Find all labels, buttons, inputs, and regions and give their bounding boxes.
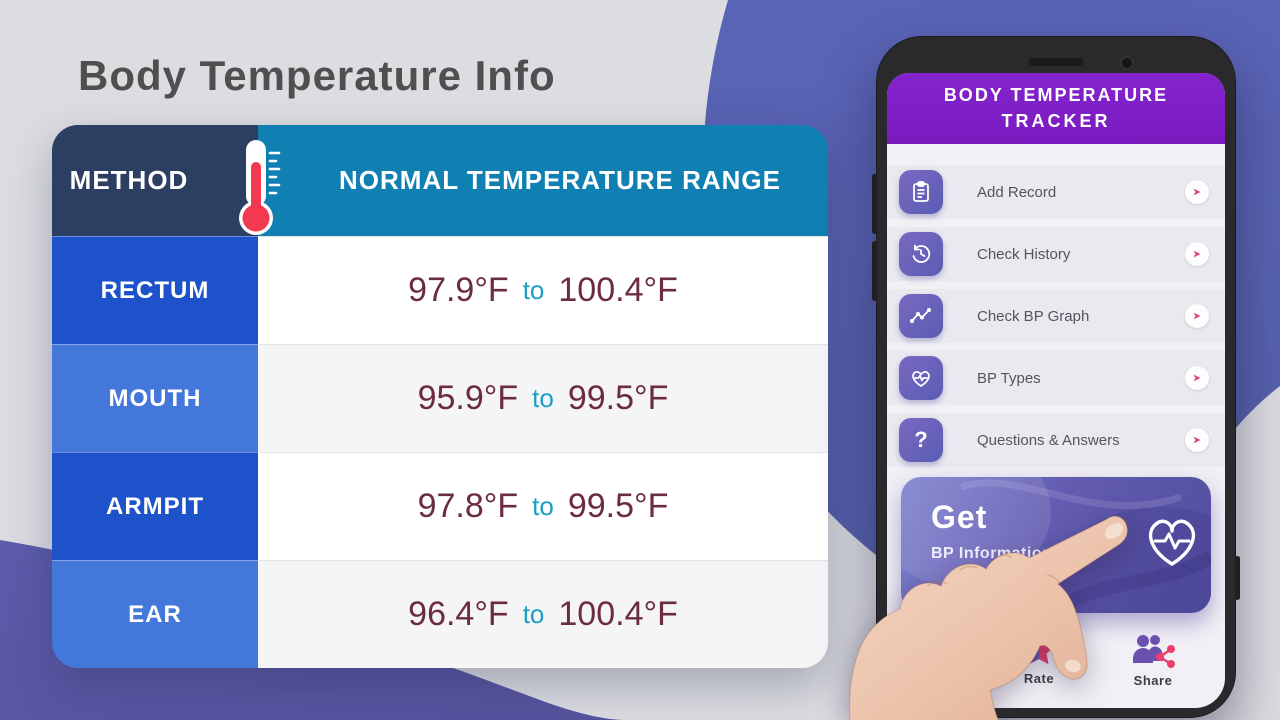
table-row-range-armpit: 97.8°F to 99.5°F [258, 452, 828, 560]
menu-arrow-button[interactable] [1185, 180, 1209, 204]
heart-pulse-icon [899, 356, 943, 400]
app-title-line2: TRACKER [1001, 111, 1111, 131]
menu-arrow-button[interactable] [1185, 304, 1209, 328]
temp-high: 100.4°F [558, 595, 678, 633]
temperature-table: METHOD NORMAL TEMPERATURE RANGE RECTUM 9… [52, 125, 828, 668]
menu-item-label: Questions & Answers [977, 431, 1120, 449]
menu-arrow-button[interactable] [1185, 428, 1209, 452]
thermometer-icon [239, 140, 281, 235]
table-row-range-mouth: 95.9°F to 99.5°F [258, 344, 828, 452]
temp-separator: to [532, 491, 554, 521]
app-header: BODY TEMPERATURE TRACKER [887, 73, 1225, 144]
table-header-range-cell: NORMAL TEMPERATURE RANGE [258, 125, 828, 236]
method-label: RECTUM [100, 276, 210, 304]
method-label: EAR [128, 600, 182, 628]
power-button [1235, 556, 1240, 600]
range-header-label: NORMAL TEMPERATURE RANGE [339, 165, 781, 195]
cta-subtitle: BP Information here [931, 545, 1094, 562]
table-row-method-armpit: ARMPIT [52, 452, 258, 560]
menu-item-check-bp-graph[interactable]: Check BP Graph [887, 289, 1225, 343]
line-graph-icon [899, 294, 943, 338]
cta-title: Get [931, 499, 988, 535]
menu-item-questions-answers[interactable]: ? Questions & Answers [887, 413, 1225, 467]
phone-mockup: BODY TEMPERATURE TRACKER Add Record [872, 36, 1240, 718]
table-header-method-cell: METHOD [52, 125, 258, 236]
temp-low: 95.9°F [417, 379, 519, 417]
table-row-range-rectum: 97.9°F to 100.4°F [258, 236, 828, 344]
clipboard-icon [899, 170, 943, 214]
menu-item-label: Check History [977, 245, 1071, 263]
method-label: ARMPIT [106, 492, 204, 520]
app-screen: BODY TEMPERATURE TRACKER Add Record [887, 73, 1225, 708]
menu-arrow-button[interactable] [1185, 242, 1209, 266]
volume-up-button [872, 174, 877, 234]
table-row-method-mouth: MOUTH [52, 344, 258, 452]
menu-item-label: BP Types [977, 369, 1041, 387]
temp-separator: to [522, 599, 545, 629]
share-icon [1133, 635, 1175, 668]
table-row-method-rectum: RECTUM [52, 236, 258, 344]
temp-high: 100.4°F [558, 271, 678, 309]
rate-button[interactable]: Rate [1003, 633, 1075, 686]
temp-low: 96.4°F [408, 595, 509, 633]
page-title: Body Temperature Info [78, 52, 556, 99]
heart-ecg-icon [1148, 519, 1196, 566]
star-icon [1024, 635, 1054, 664]
temp-low: 97.8°F [417, 487, 519, 525]
phone-speaker [1029, 58, 1083, 66]
share-label: Share [1133, 673, 1173, 688]
phone-camera [1120, 56, 1134, 70]
method-label: MOUTH [108, 384, 202, 412]
app-title-line1: BODY TEMPERATURE [943, 85, 1169, 105]
temp-high: 99.5°F [567, 379, 669, 417]
table-row-method-ear: EAR [52, 560, 258, 668]
volume-down-button [872, 241, 877, 301]
temp-high: 99.5°F [567, 487, 669, 525]
table-row-range-ear: 96.4°F to 100.4°F [258, 560, 828, 668]
temp-separator: to [522, 275, 545, 305]
menu-item-check-history[interactable]: Check History [887, 227, 1225, 281]
share-button[interactable]: Share [1117, 633, 1189, 688]
menu-item-add-record[interactable]: Add Record [887, 165, 1225, 219]
menu-item-label: Check BP Graph [977, 307, 1090, 325]
temp-low: 97.9°F [408, 271, 509, 309]
history-icon [899, 232, 943, 276]
menu-item-bp-types[interactable]: BP Types [887, 351, 1225, 405]
temp-separator: to [532, 383, 554, 413]
menu-arrow-button[interactable] [1185, 366, 1209, 390]
rate-label: Rate [1023, 671, 1055, 686]
method-header-label: METHOD [69, 165, 189, 195]
question-mark-icon: ? [899, 418, 943, 462]
menu-item-label: Add Record [977, 183, 1057, 201]
bp-information-card[interactable]: Get BP Information here [901, 477, 1211, 613]
